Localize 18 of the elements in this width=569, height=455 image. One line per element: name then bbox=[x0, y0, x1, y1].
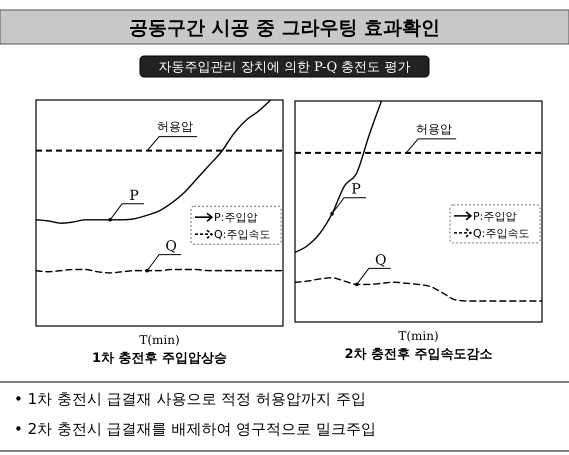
legend-label: Q:주입속도 bbox=[473, 226, 530, 240]
annotation: P bbox=[351, 182, 361, 198]
x-axis-title: T(min) bbox=[139, 333, 180, 347]
annotation: Q bbox=[375, 252, 386, 268]
text: 자동주입관리 장치에 의한 P-Q 충전도 평가 bbox=[158, 60, 410, 75]
annotation: P bbox=[129, 188, 139, 204]
text: 2차 충전후 주입속도감소 bbox=[344, 347, 493, 362]
text: 1차 충전후 주입압상승 bbox=[92, 351, 228, 366]
legend-label: Q:주입속도 bbox=[214, 228, 270, 242]
text: • 1차 충전시 급결재 사용으로 적정 허용압까지 주입 bbox=[14, 390, 366, 408]
legend-label: P:주입압 bbox=[214, 211, 258, 224]
x-axis-title: T(min) bbox=[398, 329, 439, 343]
ref-line-label: 허용압 bbox=[416, 122, 452, 136]
legend-label: P:주입압 bbox=[473, 210, 516, 223]
ref-line-label: 허용압 bbox=[157, 120, 194, 134]
text: • 2차 충전시 급결재를 배제하여 영구적으로 밀크주입 bbox=[14, 420, 376, 438]
annotation: Q bbox=[165, 238, 177, 255]
text: 공동구간 시공 중 그라우팅 효과확인 bbox=[128, 17, 440, 39]
